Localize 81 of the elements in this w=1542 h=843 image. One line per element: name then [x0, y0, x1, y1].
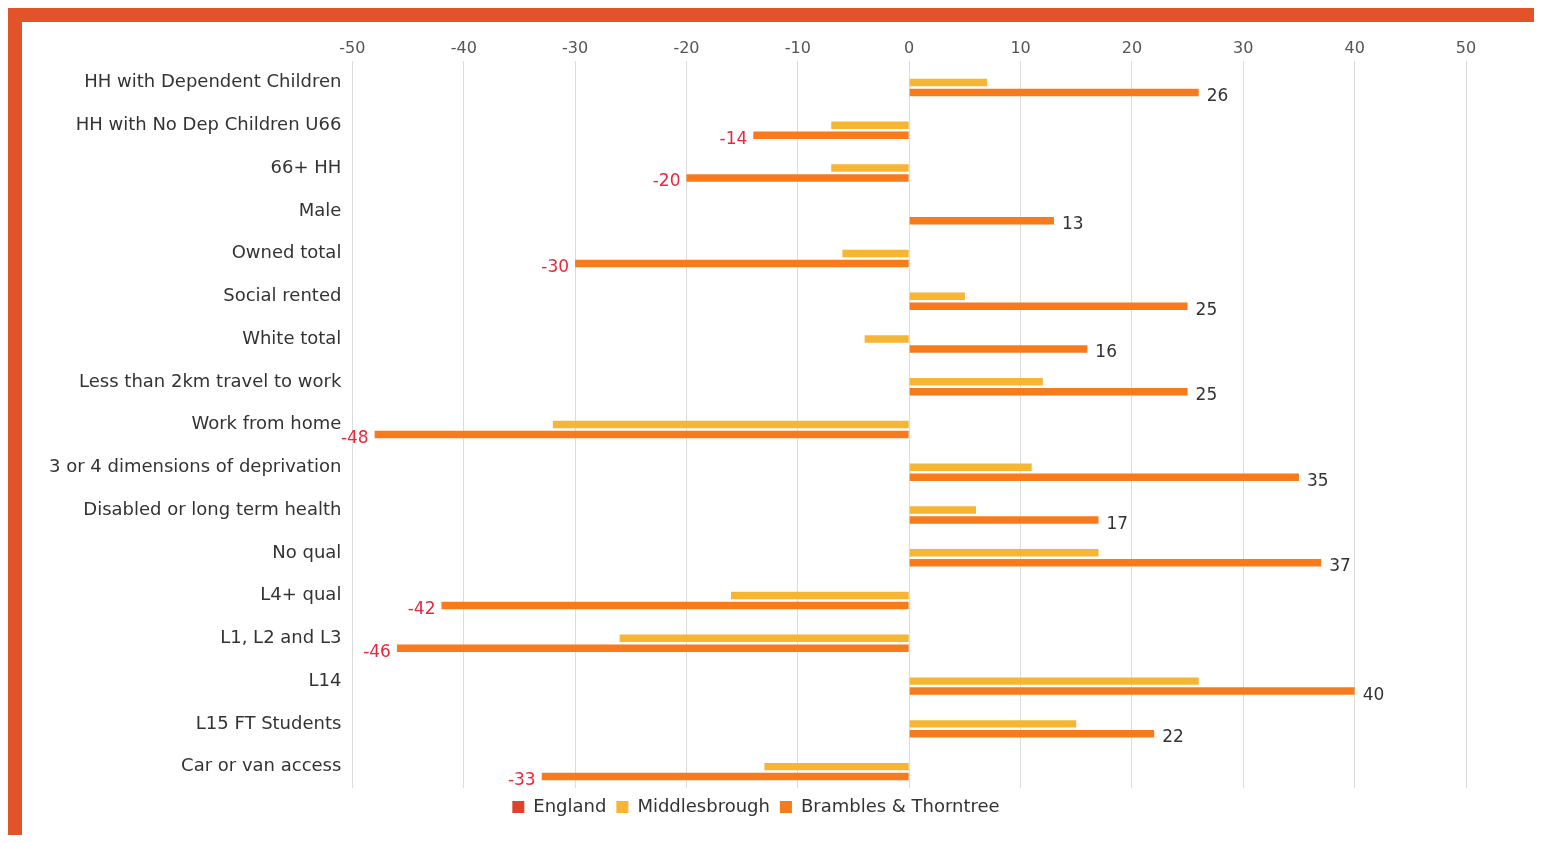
x-tick-label: -10 [784, 37, 811, 57]
bar [686, 174, 909, 182]
y-tick-label: 66+ HH [270, 155, 342, 177]
bar [909, 78, 988, 87]
y-tick-label: HH with Dependent Children [84, 70, 342, 92]
bar [753, 131, 909, 140]
y-tick-label: L1, L2 and L3 [220, 626, 342, 648]
data-label: 16 [1095, 341, 1118, 362]
bar [909, 730, 1155, 738]
bar [831, 121, 909, 130]
y-tick-label: Car or van access [181, 754, 342, 776]
bar [909, 516, 1099, 524]
bar [909, 388, 1188, 396]
bar [909, 559, 1322, 567]
y-tick-label: Disabled or long term health [83, 497, 342, 519]
y-tick-label: Work from home [191, 412, 342, 434]
x-tick-label: 40 [1344, 37, 1365, 57]
data-label: 37 [1329, 555, 1351, 576]
data-label: 25 [1195, 298, 1218, 319]
bar [909, 720, 1077, 728]
data-label: -20 [652, 170, 681, 191]
bar [909, 506, 977, 514]
data-label: -42 [407, 598, 436, 619]
bar [909, 549, 1099, 557]
bar [374, 430, 909, 439]
y-tick-label: L15 FT Students [195, 711, 342, 733]
bar [842, 249, 909, 258]
y-tick-label: Social rented [223, 284, 342, 306]
x-tick-label: 20 [1121, 37, 1143, 57]
data-label: -30 [541, 255, 570, 276]
data-label: -46 [363, 640, 391, 661]
y-tick-label: 3 or 4 dimensions of deprivation [49, 455, 342, 477]
data-label: 35 [1306, 469, 1329, 490]
y-tick-label: Owned total [231, 241, 342, 263]
x-tick-label: 50 [1455, 37, 1477, 57]
bar [909, 687, 1355, 695]
bar [541, 772, 909, 781]
y-tick-label: HH with No Dep Children U66 [75, 113, 342, 134]
x-tick-label: -40 [450, 37, 477, 57]
y-tick-label: No qual [272, 540, 342, 562]
y-tick-label: White total [242, 326, 342, 348]
y-tick-label: L4+ qual [260, 583, 342, 605]
data-label: 17 [1106, 512, 1129, 533]
x-tick-label: -20 [673, 37, 700, 57]
x-tick-label: -50 [339, 37, 366, 57]
data-label: 40 [1362, 683, 1385, 704]
bar [831, 164, 909, 172]
x-tick-label: 0 [904, 37, 915, 57]
y-tick-label: L14 [308, 668, 342, 690]
x-tick-label: -30 [562, 37, 589, 57]
bar [619, 634, 909, 643]
bar [441, 601, 909, 610]
data-label: 13 [1061, 213, 1084, 234]
data-label: -33 [507, 769, 536, 790]
bar [864, 335, 909, 343]
bar [909, 302, 1188, 311]
data-label: 26 [1206, 84, 1229, 105]
y-tick-label: Male [298, 198, 342, 220]
bar [909, 473, 1299, 482]
data-label: -14 [719, 127, 748, 148]
data-label: 22 [1162, 726, 1184, 747]
bar [909, 345, 1088, 353]
data-label: 25 [1195, 384, 1218, 405]
x-tick-label: 30 [1233, 37, 1254, 57]
legend-label: Brambles & Thorntree [800, 794, 1000, 816]
bar [909, 217, 1054, 225]
legend-label: Middlesbrough [637, 794, 770, 816]
bar [552, 420, 909, 429]
bar [575, 259, 909, 268]
y-tick-label: Less than 2km travel to work [79, 369, 342, 391]
bar [731, 591, 909, 600]
legend-label: England [533, 794, 607, 816]
bar [909, 88, 1199, 97]
bar [909, 463, 1032, 472]
bar [909, 677, 1199, 685]
bar [764, 762, 909, 771]
x-tick-label: 10 [1010, 37, 1031, 57]
bar [909, 378, 1043, 386]
bar [396, 644, 909, 653]
data-label: -48 [340, 427, 369, 447]
bar [909, 292, 965, 301]
